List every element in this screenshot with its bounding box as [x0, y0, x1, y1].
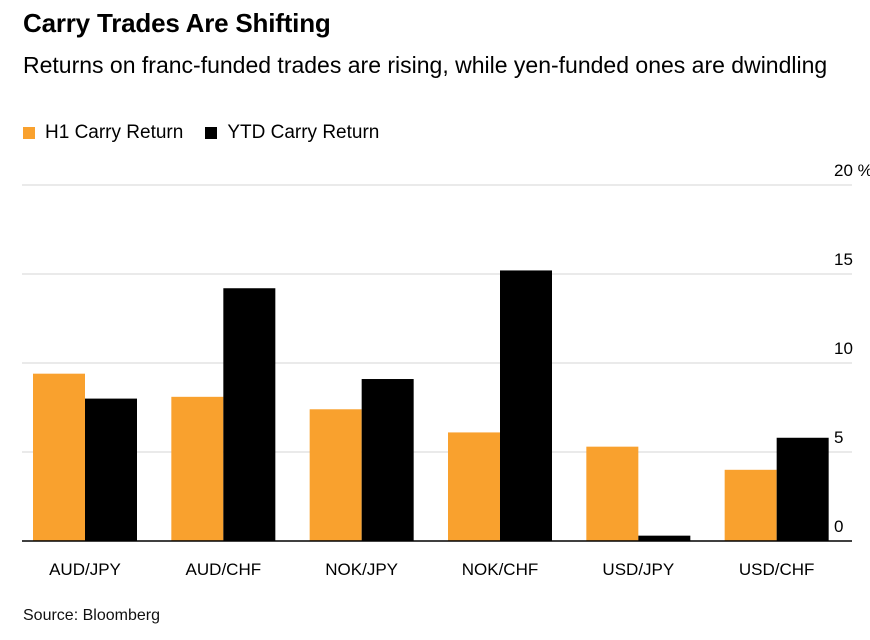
x-category-label: AUD/JPY: [49, 560, 121, 579]
chart-subtitle: Returns on franc-funded trades are risin…: [23, 52, 828, 78]
y-tick-label: 20 %: [834, 161, 870, 180]
y-tick-label: 5: [834, 428, 843, 447]
bar-ytd: [500, 270, 552, 541]
legend-item-h1: H1 Carry Return: [23, 122, 183, 144]
y-tick-label: 10: [834, 339, 853, 358]
x-category-label: USD/CHF: [739, 560, 815, 579]
x-category-label: NOK/CHF: [462, 560, 539, 579]
bar-ytd: [223, 288, 276, 541]
bar-h1: [724, 469, 777, 541]
bar-ytd: [776, 437, 829, 541]
legend-swatch-ytd: [205, 127, 218, 139]
bar-h1: [171, 396, 224, 541]
legend: H1 Carry Return YTD Carry Return: [23, 122, 401, 144]
x-category-label: AUD/CHF: [186, 560, 262, 579]
legend-item-ytd: YTD Carry Return: [205, 122, 379, 144]
y-tick-label: 15: [834, 250, 853, 269]
x-category-label: NOK/JPY: [325, 560, 398, 579]
legend-label-h1: H1 Carry Return: [45, 122, 184, 143]
bar-ytd: [85, 398, 137, 541]
x-category-label: USD/JPY: [602, 560, 674, 579]
bar-ytd: [361, 379, 414, 541]
y-tick-label: 0: [834, 517, 843, 536]
legend-swatch-h1: [23, 127, 35, 139]
bar-h1: [309, 409, 362, 541]
legend-label-ytd: YTD Carry Return: [227, 122, 380, 143]
source-note: Source: Bloomberg: [23, 607, 160, 624]
bar-h1: [586, 446, 639, 541]
chart-title: Carry Trades Are Shifting: [23, 8, 331, 38]
bar-ytd: [638, 535, 691, 541]
bar-h1: [33, 373, 85, 541]
bar-h1: [448, 432, 500, 541]
